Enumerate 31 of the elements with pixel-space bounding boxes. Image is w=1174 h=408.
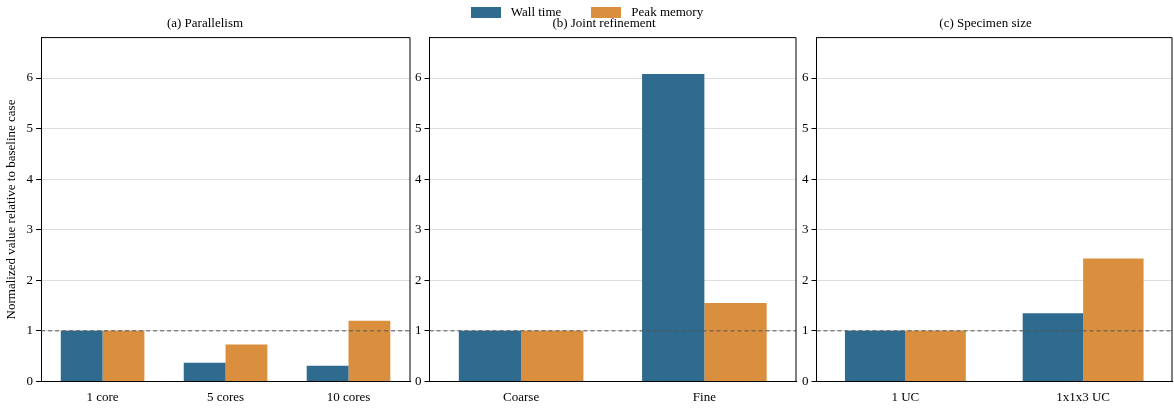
y-tick-label: 5 (802, 120, 809, 136)
y-tick-label: 6 (802, 69, 809, 85)
x-tick-label: 5 cores (206, 388, 245, 404)
x-tick-label: 1x1x3 UC (1056, 388, 1111, 404)
y-tick-label: 2 (415, 271, 422, 287)
y-tick-label: 0 (802, 372, 809, 388)
y-tick-label: 2 (802, 271, 809, 287)
y-tick-label: 3 (415, 221, 422, 237)
y-tick-label: 2 (26, 271, 34, 287)
y-tick-label: 4 (802, 170, 809, 186)
y-tick-label: 3 (802, 221, 809, 237)
y-tick-label: 1 (802, 322, 809, 338)
x-tick-label: 1 UC (891, 388, 920, 404)
y-tick-label: 0 (415, 372, 422, 388)
chart-title: (a) Parallelism (166, 15, 244, 31)
y-tick-label: 6 (415, 69, 422, 85)
y-tick-label: 1 (26, 322, 34, 338)
x-tick-label: 1 core (86, 388, 119, 404)
y-tick-label: 0 (26, 372, 34, 388)
x-tick-label: Coarse (503, 388, 540, 404)
y-tick-label: 6 (26, 69, 34, 85)
y-tick-label: 5 (26, 120, 34, 136)
y-tick-label: 5 (415, 120, 422, 136)
y-tick-label: 4 (26, 170, 34, 186)
x-tick-label: Fine (692, 388, 717, 404)
y-tick-label: 4 (415, 170, 422, 186)
chart-title: (c) Specimen size (939, 15, 1032, 31)
y-tick-label: 1 (415, 322, 422, 338)
x-tick-label: 10 cores (326, 388, 371, 404)
y-tick-label: 3 (26, 221, 34, 237)
y-axis-title: Normalized value relative to baseline case (3, 99, 19, 320)
